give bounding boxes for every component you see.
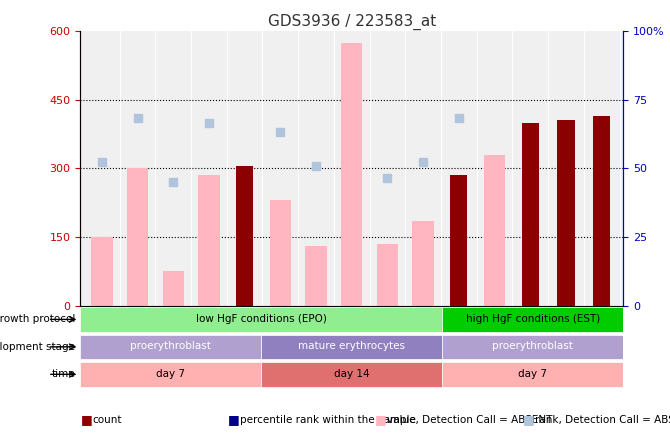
- Bar: [593, 116, 610, 305]
- Bar: [450, 175, 468, 305]
- Bar: [80, 307, 442, 332]
- Bar: [341, 43, 362, 305]
- Text: count: count: [92, 415, 122, 424]
- Bar: [261, 334, 442, 359]
- Bar: [522, 123, 539, 305]
- Bar: [261, 362, 442, 387]
- Text: rank, Detection Call = ABSENT: rank, Detection Call = ABSENT: [535, 415, 670, 424]
- Text: ■: ■: [375, 413, 387, 426]
- Text: value, Detection Call = ABSENT: value, Detection Call = ABSENT: [387, 415, 553, 424]
- Bar: [80, 362, 261, 387]
- Bar: [413, 221, 434, 305]
- Bar: [91, 237, 113, 305]
- Text: ■: ■: [80, 413, 92, 426]
- Text: development stage: development stage: [0, 342, 75, 352]
- Bar: [442, 307, 623, 332]
- Bar: [306, 246, 327, 305]
- Text: high HgF conditions (EST): high HgF conditions (EST): [466, 314, 600, 324]
- Text: percentile rank within the sample: percentile rank within the sample: [240, 415, 415, 424]
- Text: low HgF conditions (EPO): low HgF conditions (EPO): [196, 314, 327, 324]
- Bar: [80, 334, 261, 359]
- Title: GDS3936 / 223583_at: GDS3936 / 223583_at: [267, 13, 436, 30]
- Text: proerythroblast: proerythroblast: [131, 341, 211, 351]
- Text: day 14: day 14: [334, 369, 370, 379]
- Bar: [442, 362, 623, 387]
- Text: ■: ■: [228, 413, 240, 426]
- Bar: [127, 168, 148, 305]
- Bar: [236, 166, 253, 305]
- Text: day 7: day 7: [156, 369, 186, 379]
- Text: mature erythrocytes: mature erythrocytes: [298, 341, 405, 351]
- Bar: [377, 244, 398, 305]
- Bar: [269, 200, 291, 305]
- Bar: [484, 155, 505, 305]
- Text: proerythroblast: proerythroblast: [492, 341, 573, 351]
- Bar: [442, 334, 623, 359]
- Bar: [163, 271, 184, 305]
- Text: growth protocol: growth protocol: [0, 314, 75, 325]
- Text: day 7: day 7: [518, 369, 547, 379]
- Text: time: time: [52, 369, 75, 379]
- Bar: [198, 175, 220, 305]
- Text: ■: ■: [523, 413, 535, 426]
- Bar: [557, 120, 575, 305]
